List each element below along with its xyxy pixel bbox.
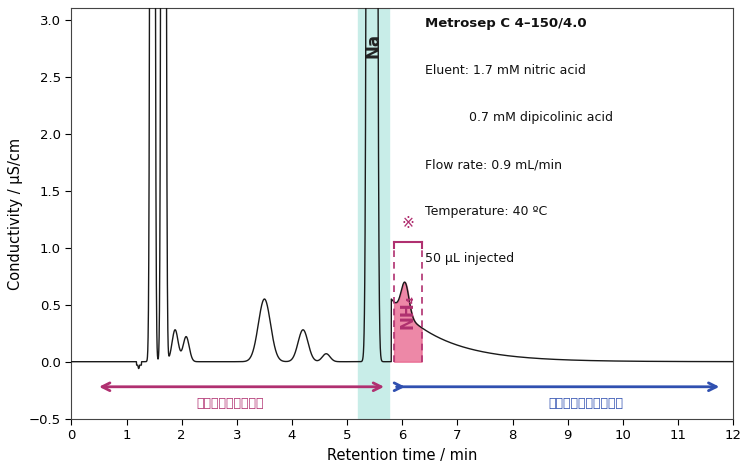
Text: Na: Na [364, 33, 382, 58]
Text: Temperature: 40 ºC: Temperature: 40 ºC [425, 205, 548, 218]
Text: 次の分離カラムに導入: 次の分離カラムに導入 [548, 397, 623, 410]
Text: 0.7 mM dipicolinic acid: 0.7 mM dipicolinic acid [425, 111, 614, 124]
Y-axis label: Conductivity / μS/cm: Conductivity / μS/cm [8, 138, 23, 290]
Text: ※: ※ [401, 216, 414, 231]
Text: 廃棄（系外に排出）: 廃棄（系外に排出） [196, 397, 264, 410]
Text: Flow rate: 0.9 mL/min: Flow rate: 0.9 mL/min [425, 158, 562, 171]
X-axis label: Retention time / min: Retention time / min [327, 447, 478, 463]
Text: Eluent: 1.7 mM nitric acid: Eluent: 1.7 mM nitric acid [425, 64, 586, 77]
Text: Metrosep C 4–150/4.0: Metrosep C 4–150/4.0 [425, 16, 587, 30]
Text: NH₄: NH₄ [399, 294, 417, 329]
Bar [358, 8, 388, 419]
Text: 50 μL injected: 50 μL injected [425, 252, 514, 266]
